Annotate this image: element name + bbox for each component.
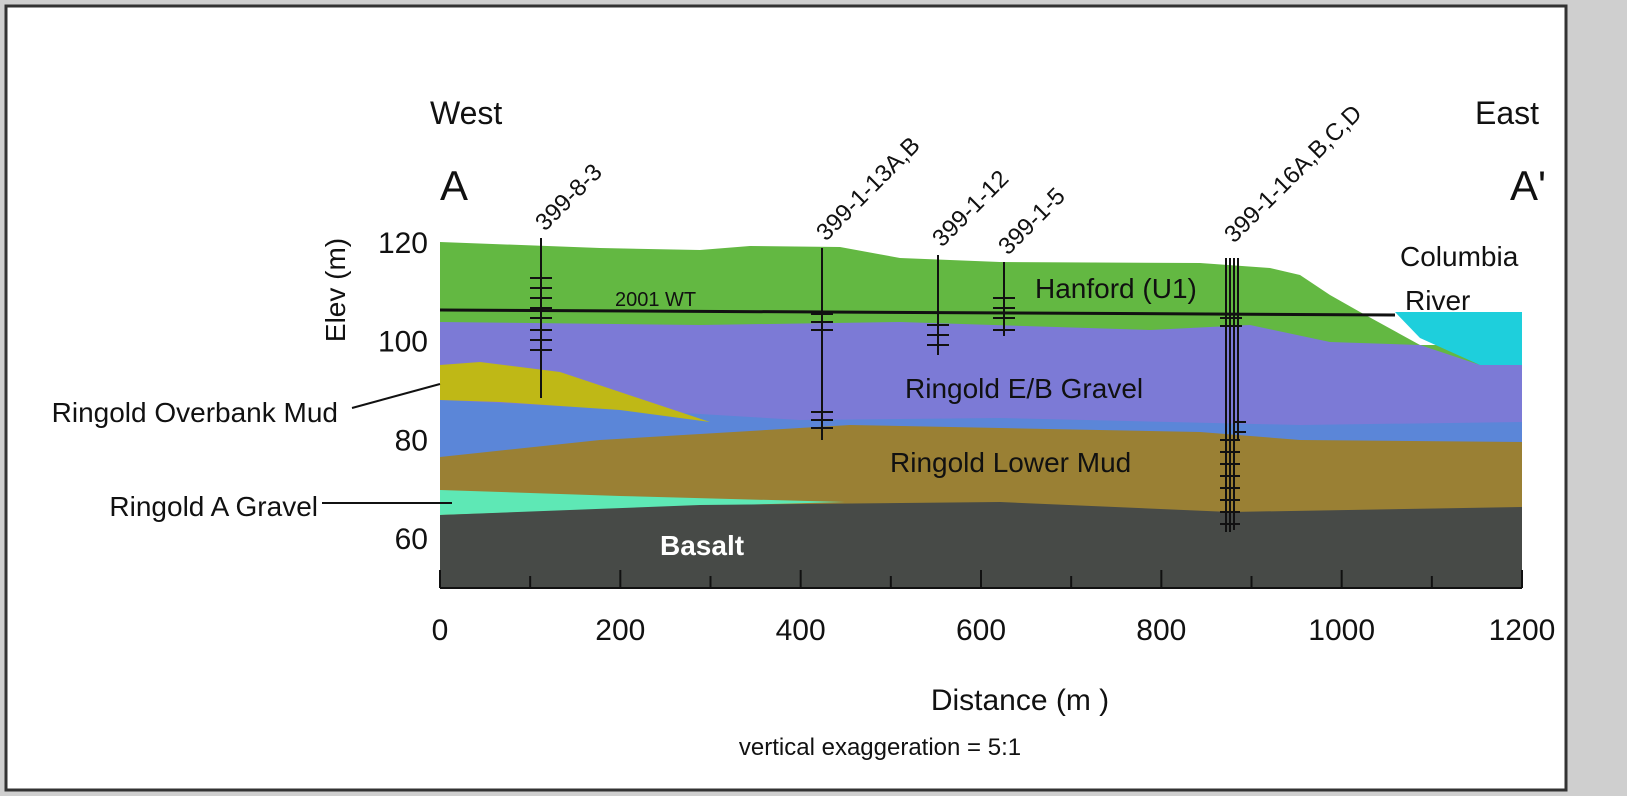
x-tick-label: 200 (595, 614, 645, 647)
y-tick-label: 100 (378, 326, 428, 359)
east-label: East (1475, 95, 1539, 131)
note: vertical exaggeration = 5:1 (739, 734, 1021, 761)
a-prime-label: A' (1510, 162, 1546, 209)
y-tick-label: 60 (395, 523, 428, 556)
x-tick-label: 400 (776, 614, 826, 647)
x-tick-label: 600 (956, 614, 1006, 647)
page: {"header": {"west": "West", "east": "Eas… (0, 0, 1627, 796)
unit-label: Ringold A Gravel (109, 491, 318, 522)
river-label: Columbia (1400, 241, 1519, 272)
x-tick-label: 800 (1136, 614, 1186, 647)
a-label: A (440, 162, 468, 209)
river-label: River (1405, 285, 1470, 316)
figure: West A East A' Columbia River 399-8-3 39… (0, 0, 1627, 796)
x-tick-label: 0 (432, 614, 449, 647)
y-tick-label: 80 (395, 424, 428, 457)
unit-label: Ringold E/B Gravel (905, 373, 1143, 404)
x-tick-label: 1000 (1308, 614, 1375, 647)
unit-label: Basalt (660, 530, 744, 561)
unit-label: Ringold Overbank Mud (52, 397, 338, 428)
x-axis-label: Distance (m ) (931, 684, 1109, 717)
unit-label: Ringold Lower Mud (890, 447, 1131, 478)
x-tick-label: 1200 (1489, 614, 1556, 647)
y-tick-label: 120 (378, 227, 428, 260)
y-axis-label: Elev (m) (320, 238, 351, 342)
west-label: West (430, 95, 502, 131)
unit-label: Hanford (U1) (1035, 273, 1197, 304)
water-table-label: 2001 WT (615, 289, 696, 311)
